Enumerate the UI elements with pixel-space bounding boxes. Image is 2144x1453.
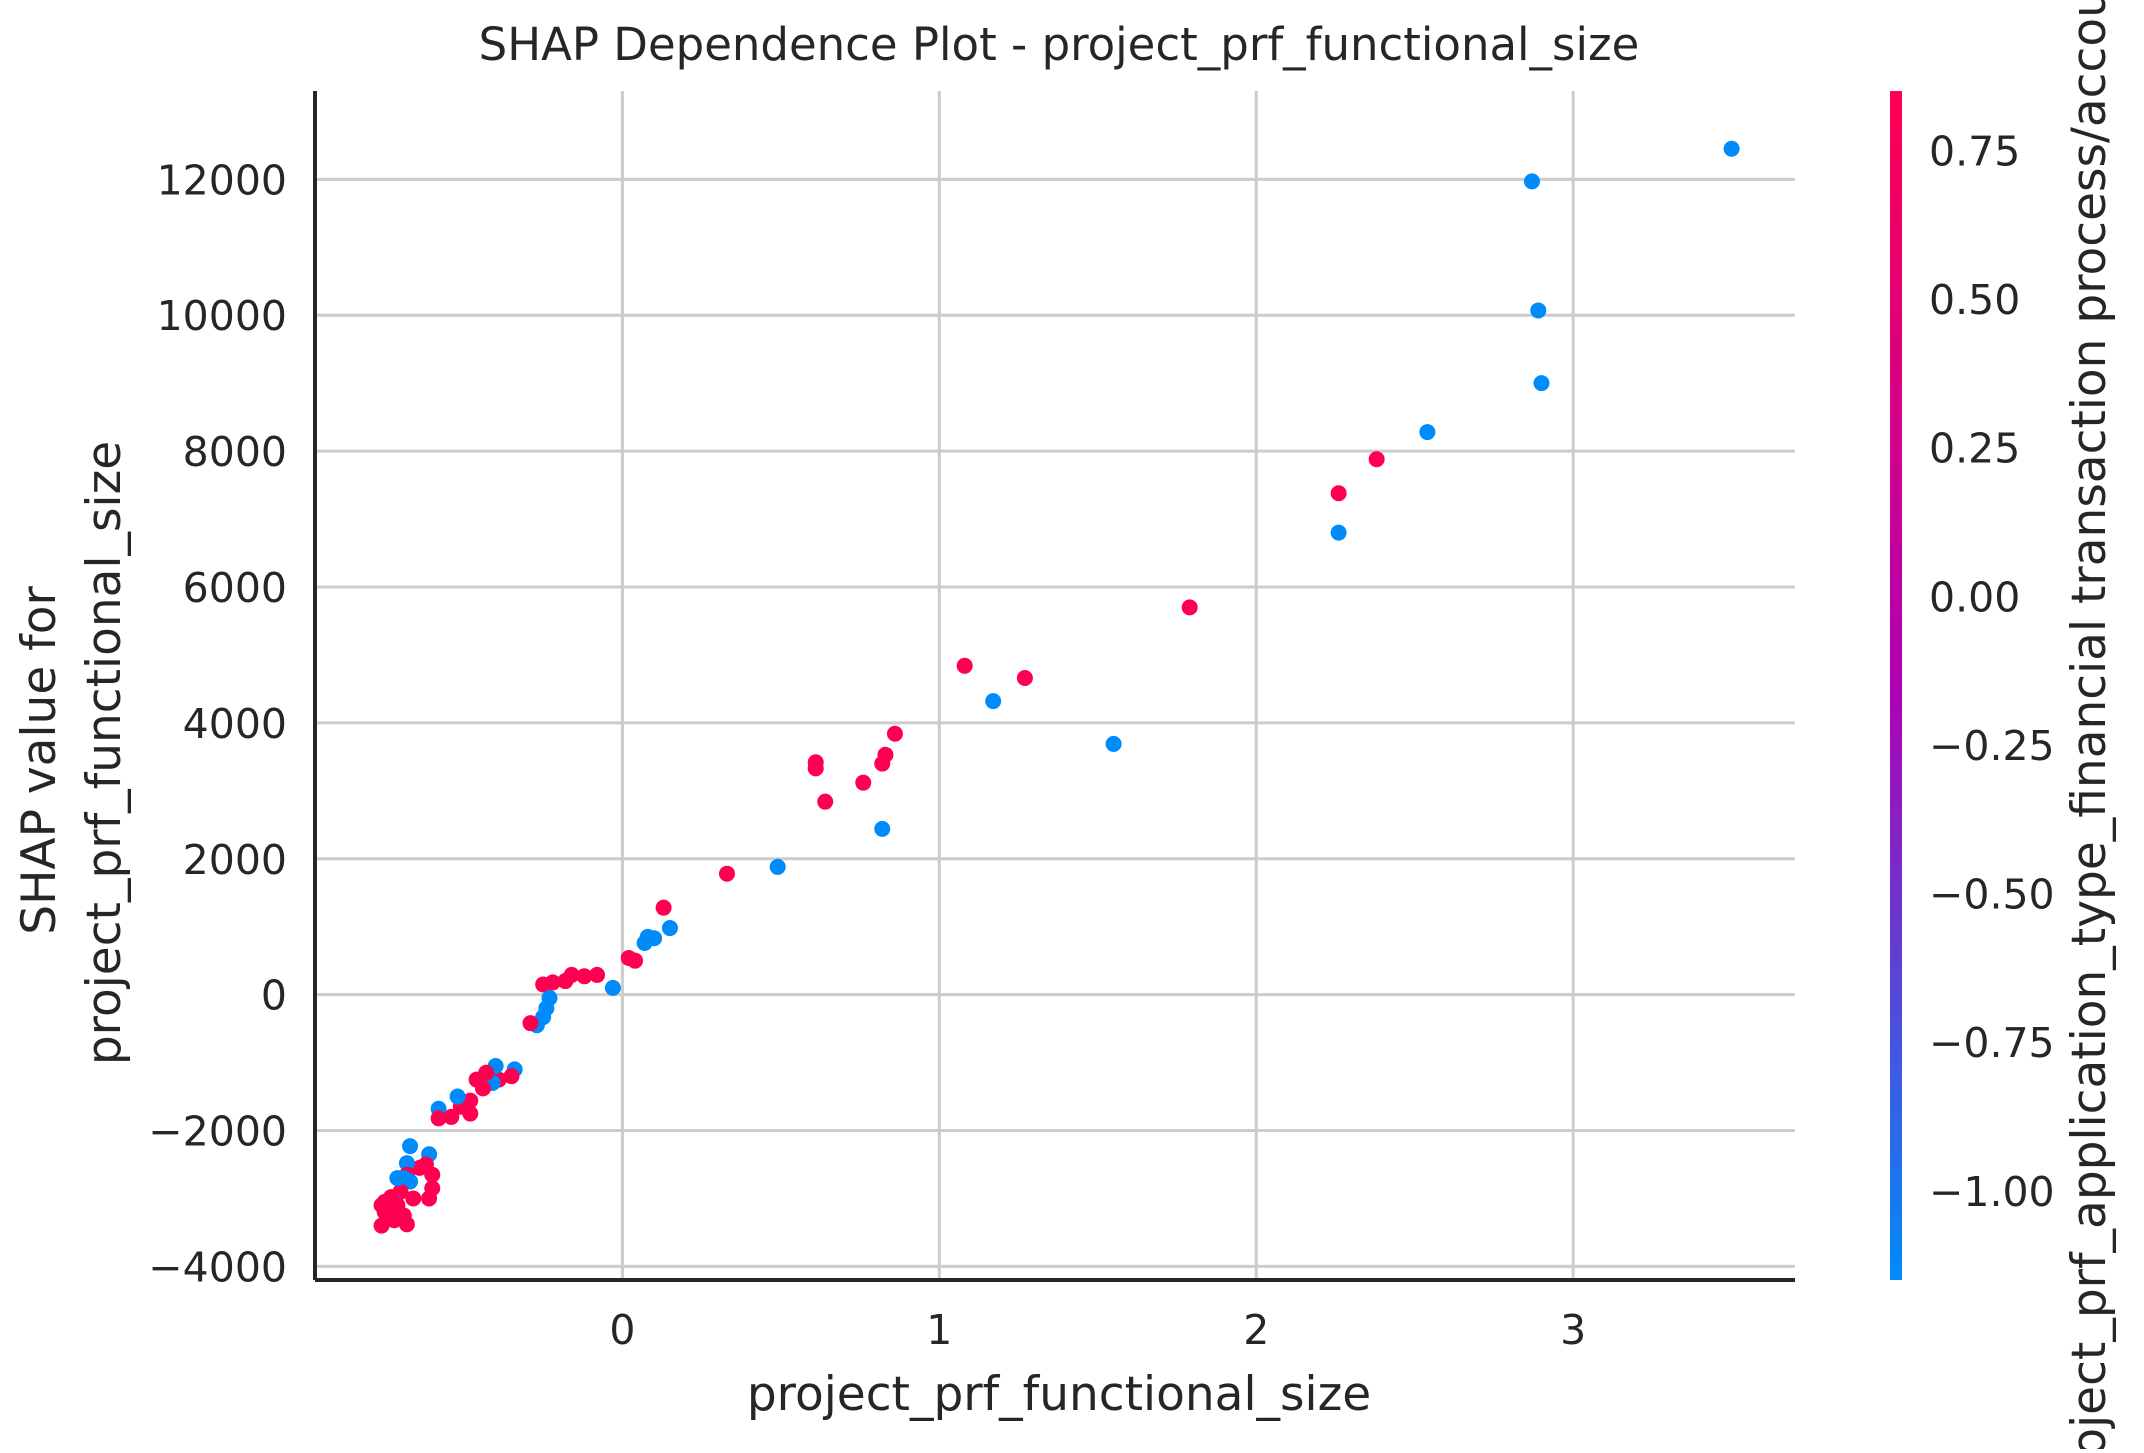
data-point <box>373 1197 390 1214</box>
grid <box>315 91 1795 1280</box>
data-point <box>522 1015 539 1032</box>
data-point <box>557 973 574 990</box>
colorbar-tick-label: −0.50 <box>1929 871 2055 919</box>
data-point <box>1181 599 1198 616</box>
tick-labels: 0 1 2 3 −4000 −2000 0 2000 4000 6000 8000 10000 1200… <box>148 156 1586 1354</box>
y-tick-label: 2000 <box>183 836 287 884</box>
data-point <box>589 966 606 983</box>
data-point <box>535 976 552 993</box>
data-point <box>503 1068 520 1085</box>
y-tick-label: −2000 <box>148 1108 287 1156</box>
colorbar-tick-label: −0.75 <box>1929 1019 2055 1067</box>
data-point <box>389 1170 406 1187</box>
data-point <box>886 725 903 742</box>
data-point <box>468 1071 485 1088</box>
data-points <box>373 140 1740 1234</box>
data-point <box>1533 375 1550 392</box>
y-tick-label: 0 <box>261 972 287 1020</box>
x-tick-label: 0 <box>609 1306 635 1354</box>
y-tick-label: 4000 <box>183 700 287 748</box>
data-point <box>1530 302 1547 319</box>
x-tick-label: 1 <box>926 1306 952 1354</box>
y-axis-label-line-2: project_prf_functional_size <box>77 441 132 1065</box>
data-point <box>373 1217 390 1234</box>
colorbar-tick-label: −0.25 <box>1929 722 2055 770</box>
data-point <box>576 968 593 985</box>
y-axis-label-line-1: SHAP value for <box>12 586 67 935</box>
data-point <box>1723 140 1740 157</box>
data-point <box>398 1155 415 1172</box>
data-point <box>874 755 891 772</box>
data-point <box>718 865 735 882</box>
colorbar-tick-label: −1.00 <box>1929 1168 2055 1216</box>
x-tick-label: 2 <box>1243 1306 1269 1354</box>
data-point <box>1419 424 1436 441</box>
data-point <box>1016 670 1033 687</box>
data-point <box>449 1088 466 1105</box>
data-point <box>807 760 824 777</box>
colorbar-tick-labels: 0.75 0.50 0.25 0.00 −0.25 −0.50 −0.75 −1.00 <box>1929 127 2055 1215</box>
colorbar-tick-label: 0.00 <box>1929 573 2020 621</box>
data-point <box>817 793 834 810</box>
colorbar-tick-label: 0.75 <box>1929 127 2020 175</box>
data-point <box>1523 173 1540 190</box>
y-tick-label: 12000 <box>157 156 287 204</box>
data-point <box>1368 451 1385 468</box>
x-tick-label: 3 <box>1560 1306 1586 1354</box>
data-point <box>855 774 872 791</box>
data-point <box>1105 735 1122 752</box>
data-point <box>424 1166 441 1183</box>
y-tick-label: −4000 <box>148 1243 287 1291</box>
data-point <box>421 1190 438 1207</box>
data-point <box>874 820 891 837</box>
data-point <box>661 920 678 937</box>
y-tick-label: 6000 <box>183 564 287 612</box>
data-point <box>655 899 672 916</box>
y-tick-label: 10000 <box>157 292 287 340</box>
data-point <box>389 1197 406 1214</box>
axes <box>313 91 1795 1282</box>
x-axis-label: project_prf_functional_size <box>747 1367 1371 1422</box>
data-point <box>1330 524 1347 541</box>
data-point <box>646 930 663 947</box>
data-point <box>627 952 644 969</box>
y-axis-label: SHAP value for project_prf_functional_si… <box>12 441 132 1065</box>
data-point <box>1330 485 1347 502</box>
data-point <box>402 1138 419 1155</box>
y-tick-label: 8000 <box>183 428 287 476</box>
data-point <box>405 1190 422 1207</box>
data-point <box>956 657 973 674</box>
data-point <box>769 858 786 875</box>
chart-title: SHAP Dependence Plot - project_prf_funct… <box>479 18 1640 71</box>
data-point <box>443 1108 460 1125</box>
colorbar-label: project_prf_application_type_financial t… <box>2062 0 2117 1449</box>
colorbar <box>1890 91 1902 1280</box>
data-point <box>604 979 621 996</box>
colorbar-tick-label: 0.50 <box>1929 276 2020 324</box>
data-point <box>430 1110 447 1127</box>
colorbar-tick-label: 0.25 <box>1929 425 2020 473</box>
data-point <box>985 693 1002 710</box>
data-point <box>411 1159 428 1176</box>
